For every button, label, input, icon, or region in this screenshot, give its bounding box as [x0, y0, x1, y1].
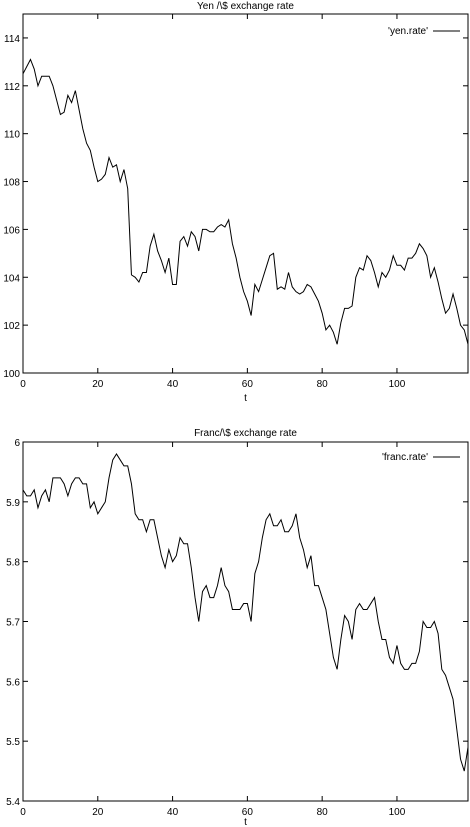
y-tick-label: 5.8 — [6, 558, 20, 569]
x-tick-label: 40 — [167, 379, 179, 390]
legend-label: 'franc.rate' — [382, 452, 428, 463]
y-tick-label: 108 — [3, 178, 20, 189]
legend-label: 'yen.rate' — [388, 26, 428, 37]
y-tick-label: 114 — [4, 34, 20, 45]
y-tick-label: 106 — [3, 225, 20, 236]
x-tick-label: 0 — [20, 807, 26, 818]
x-axis-label: t — [244, 393, 247, 404]
y-tick-label: 5.6 — [6, 677, 20, 688]
chart-title: Franc/\$ exchange rate — [194, 428, 297, 439]
x-axis-label: t — [244, 817, 247, 827]
y-tick-label: 5.7 — [6, 618, 20, 629]
y-tick-label: 100 — [3, 369, 20, 380]
y-tick-label: 104 — [3, 273, 20, 284]
x-tick-label: 40 — [167, 807, 179, 818]
y-tick-label: 110 — [4, 130, 20, 141]
x-tick-label: 100 — [389, 379, 406, 390]
yen-chart: Yen /\$ exchange rate 0 20 40 60 80 100 100 102 1… — [3, 1, 469, 404]
y-tick-label: 5.4 — [6, 797, 20, 808]
series-line — [22, 58, 469, 345]
chart-title: Yen /\$ exchange rate — [197, 1, 294, 12]
y-tick-label: 102 — [3, 321, 20, 332]
x-tick-label: 60 — [242, 807, 254, 818]
x-tick-label: 20 — [92, 379, 104, 390]
x-tick-label: 60 — [242, 379, 254, 390]
x-tick-label: 20 — [92, 807, 104, 818]
y-tick-label: 5.5 — [6, 737, 20, 748]
plot-frame — [22, 441, 469, 802]
franc-chart: Franc/\$ exchange rate 0 20 40 60 80 100 5.4 5.5… — [6, 428, 469, 827]
plot-frame — [22, 13, 469, 374]
series-line — [22, 453, 469, 772]
y-tick-label: 5.9 — [6, 498, 20, 509]
y-tick-label: 6 — [14, 438, 20, 449]
x-tick-label: 100 — [389, 807, 406, 818]
y-tick-label: 112 — [4, 82, 20, 93]
x-tick-label: 80 — [317, 379, 329, 390]
x-tick-label: 0 — [20, 379, 26, 390]
x-tick-label: 80 — [317, 807, 329, 818]
